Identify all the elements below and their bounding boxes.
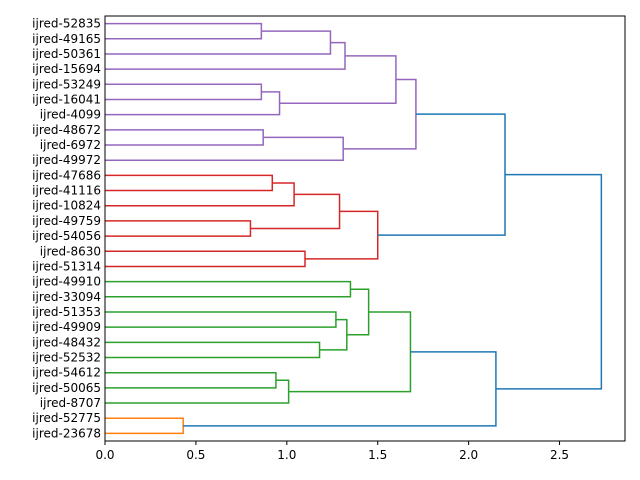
dendrogram-links <box>105 22 603 435</box>
leaf-label: ijred-8630 <box>40 244 101 258</box>
leaf-label: ijred-49759 <box>32 214 101 228</box>
leaf-label: ijred-47686 <box>32 168 101 182</box>
leaf-label: ijred-48432 <box>32 335 101 349</box>
leaf-label: ijred-53249 <box>32 77 101 91</box>
dendrogram-link <box>105 280 352 298</box>
leaf-label: ijred-23678 <box>32 426 101 440</box>
leaf-label: ijred-50361 <box>32 47 101 61</box>
x-tick-label: 0.5 <box>186 448 205 462</box>
dendrogram-link <box>105 371 277 389</box>
leaf-label: ijred-33094 <box>32 290 101 304</box>
dendrogram-link <box>105 379 290 404</box>
leaf-label: ijred-51353 <box>32 305 101 319</box>
dendrogram-link <box>495 173 603 390</box>
leaf-label: ijred-16041 <box>32 92 101 106</box>
dendrogram-link <box>105 220 252 237</box>
leaf-label: ijred-10824 <box>32 199 101 213</box>
dendrogram-link <box>105 41 346 70</box>
x-tick-label: 0.0 <box>95 448 114 462</box>
x-axis: 0.0 0.5 1.0 1.5 2.0 2.5 <box>95 441 569 462</box>
dendrogram-link <box>105 417 184 435</box>
leaf-label: ijred-8707 <box>40 396 101 410</box>
dendrogram-link <box>319 318 348 351</box>
dendrogram-link <box>105 311 337 328</box>
leaf-label: ijred-52532 <box>32 351 101 365</box>
dendrogram-link <box>105 91 281 116</box>
leaf-label: ijred-49972 <box>32 153 101 167</box>
x-tick-label: 2.0 <box>459 448 478 462</box>
dendrogram-link <box>105 174 274 192</box>
leaf-label: ijred-49165 <box>32 32 101 46</box>
x-tick-label: 1.0 <box>277 448 296 462</box>
dendrogram-link <box>250 193 341 230</box>
dendrogram-link <box>105 341 321 359</box>
dendrogram-link <box>183 351 497 427</box>
leaf-label: ijred-41116 <box>32 184 101 198</box>
dendrogram-link <box>105 83 263 101</box>
dendrogram-link <box>105 136 344 161</box>
dendrogram-link <box>105 129 264 146</box>
leaf-label: ijred-49909 <box>32 320 101 334</box>
leaf-label: ijred-51314 <box>32 259 101 273</box>
leaf-label: ijred-50065 <box>32 381 101 395</box>
dendrogram-link <box>105 250 306 268</box>
dendrogram-link <box>343 78 417 150</box>
leaf-label: ijred-54056 <box>32 229 101 243</box>
dendrogram-link <box>346 288 370 336</box>
leaf-label: ijred-52835 <box>32 17 101 31</box>
dendrogram-link <box>279 55 397 105</box>
dendrogram-link <box>105 30 332 55</box>
leaf-label: ijred-15694 <box>32 62 101 76</box>
leaf-label: ijred-6972 <box>40 138 101 152</box>
leaf-label: ijred-54612 <box>32 366 101 380</box>
dendrogram-link <box>305 210 379 260</box>
dendrogram-link <box>377 113 506 236</box>
plot-frame <box>104 15 626 442</box>
leaf-labels: ijred-52835ijred-49165ijred-50361ijred-1… <box>32 17 101 441</box>
x-tick-label: 2.5 <box>550 448 569 462</box>
dendrogram-link <box>288 311 412 393</box>
dendrogram-link <box>105 22 263 40</box>
leaf-label: ijred-49910 <box>32 275 101 289</box>
leaf-label: ijred-4099 <box>40 108 101 122</box>
x-tick-label: 1.5 <box>368 448 387 462</box>
leaf-label: ijred-48672 <box>32 123 101 137</box>
leaf-label: ijred-52775 <box>32 411 101 425</box>
dendrogram-link <box>105 182 295 207</box>
